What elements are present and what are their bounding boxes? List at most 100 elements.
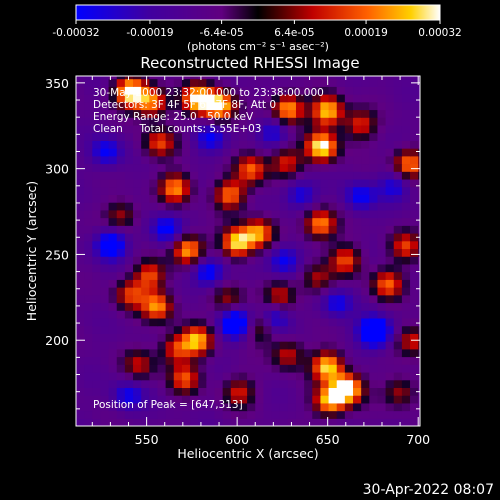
image-pixel (255, 78, 264, 87)
image-pixel (263, 287, 273, 296)
image-pixel (279, 132, 289, 141)
image-pixel (247, 148, 256, 157)
image-pixel (157, 140, 167, 149)
image-pixel (271, 418, 281, 426)
image-pixel (76, 225, 85, 234)
image-pixel (377, 395, 387, 404)
image-pixel (230, 155, 240, 165)
image-pixel (304, 140, 313, 149)
image-pixel (255, 232, 264, 242)
image-pixel (247, 387, 256, 396)
image-pixel (198, 86, 207, 95)
image-pixel (271, 78, 281, 87)
image-pixel (238, 209, 248, 219)
image-pixel (214, 124, 224, 134)
image-pixel (344, 387, 354, 396)
image-pixel (108, 263, 118, 273)
image-pixel (344, 348, 354, 358)
image-pixel (361, 76, 370, 80)
image-pixel (255, 171, 264, 180)
image-pixel (181, 109, 191, 118)
image-pixel (165, 256, 175, 265)
image-pixel (263, 395, 273, 404)
image-pixel (141, 194, 150, 203)
image-pixel (287, 101, 297, 111)
image-pixel (279, 325, 289, 334)
image-pixel (369, 101, 379, 111)
image-pixel (361, 256, 370, 265)
image-pixel (92, 86, 102, 95)
image-pixel (336, 256, 346, 265)
image-pixel (385, 279, 395, 288)
image-pixel (190, 148, 199, 157)
image-pixel (353, 240, 362, 250)
image-pixel (92, 101, 102, 111)
image-pixel (173, 317, 183, 327)
image-pixel (238, 271, 248, 280)
image-pixel (198, 194, 207, 203)
image-pixel (377, 202, 387, 211)
image-pixel (198, 279, 207, 288)
image-pixel (206, 371, 216, 381)
image-pixel (385, 178, 395, 188)
image-pixel (133, 101, 142, 111)
image-pixel (287, 364, 297, 373)
image-pixel (84, 76, 93, 80)
image-pixel (116, 171, 126, 180)
image-pixel (353, 302, 362, 311)
image-pixel (76, 325, 85, 334)
image-pixel (190, 395, 199, 404)
image-pixel (410, 178, 419, 188)
image-pixel (255, 140, 264, 149)
annotation-time: 30-May-2000 23:32:00.000 to 23:38:00.000 (93, 87, 324, 99)
image-pixel (149, 410, 159, 419)
image-pixel (222, 86, 232, 95)
image-pixel (361, 395, 370, 404)
image-pixel (263, 209, 273, 219)
image-pixel (393, 263, 403, 273)
image-pixel (361, 186, 370, 195)
image-pixel (393, 94, 403, 103)
image-pixel (190, 217, 199, 226)
image-pixel (76, 263, 85, 273)
image-pixel (141, 294, 150, 304)
image-pixel (361, 209, 370, 219)
image-pixel (76, 364, 85, 373)
image-pixel (393, 78, 403, 87)
image-pixel (385, 402, 395, 412)
image-pixel (100, 387, 110, 396)
image-pixel (157, 225, 167, 234)
image-pixel (344, 279, 354, 288)
image-pixel (157, 371, 167, 381)
image-pixel (116, 178, 126, 188)
image-pixel (214, 86, 224, 95)
image-pixel (124, 101, 134, 111)
image-pixel (369, 287, 379, 296)
image-pixel (247, 209, 256, 219)
image-pixel (287, 248, 297, 257)
image-pixel (377, 124, 387, 134)
image-pixel (263, 317, 273, 327)
image-pixel (181, 310, 191, 319)
image-pixel (238, 364, 248, 373)
image-pixel (141, 178, 150, 188)
image-pixel (295, 302, 305, 311)
image-pixel (76, 395, 85, 404)
image-pixel (133, 341, 142, 350)
image-pixel (320, 109, 330, 118)
image-pixel (84, 194, 93, 203)
image-pixel (304, 294, 313, 304)
image-pixel (385, 410, 395, 419)
image-pixel (230, 178, 240, 188)
image-pixel (230, 379, 240, 388)
image-pixel (418, 402, 420, 412)
image-pixel (385, 356, 395, 365)
image-pixel (353, 209, 362, 219)
image-pixel (141, 310, 150, 319)
image-pixel (320, 402, 330, 412)
image-pixel (279, 217, 289, 226)
image-pixel (206, 248, 216, 257)
image-pixel (149, 302, 159, 311)
image-pixel (92, 163, 102, 172)
image-pixel (206, 124, 216, 134)
